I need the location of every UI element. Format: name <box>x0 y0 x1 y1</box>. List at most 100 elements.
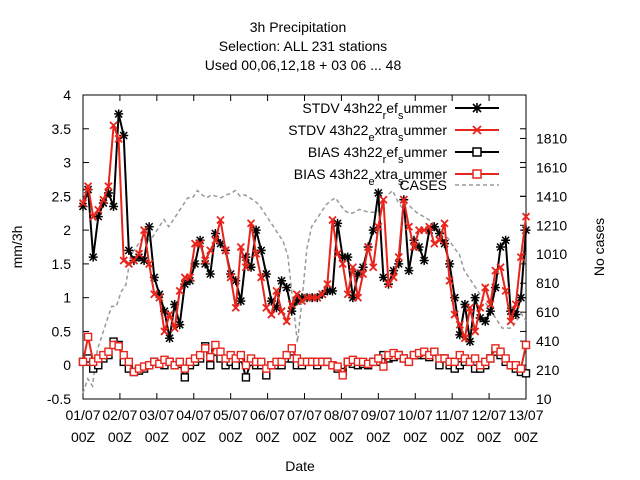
data-point <box>78 198 88 208</box>
data-point <box>374 222 383 231</box>
data-point <box>292 290 301 299</box>
data-point <box>496 347 505 356</box>
data-point <box>165 333 175 343</box>
data-point <box>404 266 414 276</box>
data-point <box>150 290 159 299</box>
data-point <box>155 293 164 302</box>
data-point <box>211 340 220 350</box>
data-point <box>338 371 347 380</box>
data-point <box>119 131 129 141</box>
data-point <box>521 225 531 235</box>
legend-marker-stdv-ref <box>472 103 482 113</box>
data-point <box>221 246 230 255</box>
data-point <box>379 195 388 204</box>
data-point <box>206 352 215 362</box>
data-point <box>241 263 251 272</box>
data-point <box>83 182 93 191</box>
data-point <box>145 259 154 269</box>
data-point <box>328 286 338 296</box>
data-point <box>104 182 113 191</box>
x-tick-label-hour: 00Z <box>292 429 317 445</box>
data-point <box>394 252 403 262</box>
legend-entry-cases: CASES <box>400 177 499 193</box>
data-point <box>206 361 215 370</box>
y2-tick-label: 1010 <box>536 246 567 262</box>
x-tick-label-date: 12/07 <box>472 407 507 423</box>
data-point <box>205 269 215 279</box>
data-point <box>486 300 495 309</box>
data-point <box>201 344 210 353</box>
y2-tick-label: 1610 <box>536 159 567 175</box>
data-point <box>450 310 459 319</box>
y-tick-label: 2 <box>63 222 71 238</box>
data-point <box>470 327 480 336</box>
data-point <box>180 364 190 373</box>
data-point <box>480 316 490 326</box>
data-point <box>343 252 353 262</box>
data-point <box>99 195 108 204</box>
data-point <box>277 307 286 316</box>
data-point <box>287 344 296 353</box>
data-point <box>470 354 480 363</box>
data-point <box>277 276 287 286</box>
data-point <box>343 290 352 299</box>
data-point <box>378 272 388 282</box>
chart-title: 3h Precipitation <box>250 19 347 35</box>
series-4 <box>82 189 527 394</box>
data-point <box>251 249 261 258</box>
x-tick-label-date: 04/07 <box>176 407 211 423</box>
y2-tick-label: 10 <box>536 391 552 407</box>
data-point <box>516 364 526 373</box>
legend-marker-bias-ref <box>472 147 482 157</box>
x-tick-label-hour: 00Z <box>182 429 207 445</box>
data-point <box>109 201 119 211</box>
data-point <box>241 361 251 370</box>
y-tick-label: 2.5 <box>52 188 72 204</box>
data-point <box>511 300 520 309</box>
data-point <box>338 259 347 269</box>
legend-label-cases: CASES <box>400 177 447 193</box>
data-point <box>465 303 475 312</box>
y2-tick-label: 1210 <box>536 217 567 233</box>
data-point <box>257 273 266 282</box>
legend-label-bias-extra: BIAS 43h22extrasummer <box>294 166 448 188</box>
y2-tick-label: 410 <box>536 333 560 349</box>
x-tick-label-date: 06/07 <box>250 407 285 423</box>
data-point <box>440 239 450 249</box>
data-point <box>287 300 296 309</box>
data-point <box>470 293 480 303</box>
x-tick-label-date: 10/07 <box>398 407 433 423</box>
data-point <box>373 188 383 198</box>
data-point <box>297 296 307 306</box>
data-point <box>206 246 215 255</box>
data-point <box>231 303 240 312</box>
x-tick-label-hour: 00Z <box>108 429 133 445</box>
data-point <box>409 242 419 252</box>
data-point <box>231 361 240 370</box>
data-point <box>430 239 439 248</box>
x-tick-label-hour: 00Z <box>219 429 244 445</box>
data-point <box>521 212 531 221</box>
data-point <box>267 310 276 319</box>
data-point <box>195 239 205 248</box>
data-point <box>368 225 378 235</box>
data-point <box>211 236 220 245</box>
data-point <box>440 219 449 228</box>
data-point <box>114 109 124 119</box>
data-point <box>384 280 393 289</box>
data-point <box>175 357 184 367</box>
x-tick-label-hour: 00Z <box>403 429 428 445</box>
data-point <box>175 286 184 296</box>
data-point <box>165 310 174 319</box>
data-point <box>460 334 470 343</box>
data-point <box>521 369 531 378</box>
legend: STDV 43h22refsummer STDV 43h22extrasumme… <box>288 100 499 193</box>
data-point <box>170 323 179 333</box>
y-tick-label: 4 <box>63 87 71 103</box>
data-point <box>119 256 128 265</box>
data-point <box>328 215 337 225</box>
x-tick-label-hour: 00Z <box>477 429 502 445</box>
y2-tick-label: 610 <box>536 304 560 320</box>
